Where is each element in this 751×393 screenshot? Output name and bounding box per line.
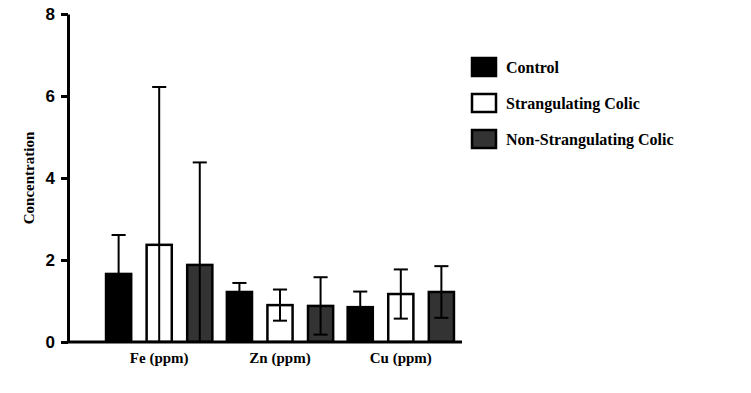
error-line bbox=[400, 269, 402, 318]
y-tick: 8 bbox=[46, 5, 68, 24]
legend-swatch bbox=[472, 130, 496, 148]
legend-label: Control bbox=[506, 59, 560, 76]
x-tick: Cu (ppm) bbox=[370, 342, 432, 367]
error-line bbox=[118, 235, 120, 313]
y-tick-label: 0 bbox=[46, 333, 55, 352]
legend-item: Control bbox=[472, 58, 560, 76]
y-tick-mark bbox=[61, 13, 68, 16]
legend-label: Strangulating Colic bbox=[506, 95, 640, 113]
legend: Control Strangulating Colic Non-Strangulat… bbox=[472, 58, 674, 149]
x-axis-line bbox=[68, 341, 462, 344]
error-line bbox=[158, 87, 160, 342]
error-bar bbox=[112, 235, 126, 313]
error-bar bbox=[273, 290, 287, 321]
error-cap bbox=[394, 318, 408, 320]
y-tick: 6 bbox=[46, 87, 68, 106]
error-cap bbox=[152, 86, 166, 88]
error-cap bbox=[232, 300, 246, 302]
error-line bbox=[199, 162, 201, 342]
x-tick: Zn (ppm) bbox=[249, 342, 310, 367]
y-axis: 0 2 4 6 8 bbox=[46, 5, 69, 352]
y-tick: 2 bbox=[46, 251, 68, 270]
plot-area bbox=[106, 87, 454, 342]
x-tick: Fe (ppm) bbox=[130, 342, 189, 367]
chart: 0 2 4 6 8 Fe (ppm) Zn (ppm) Cu (ppm) Concentrati… bbox=[0, 0, 751, 393]
y-tick-label: 2 bbox=[46, 251, 55, 270]
y-tick-mark bbox=[61, 95, 68, 98]
x-tick-label: Cu (ppm) bbox=[370, 350, 432, 367]
error-cap bbox=[232, 282, 246, 284]
error-bar bbox=[394, 269, 408, 318]
y-tick-label: 6 bbox=[46, 87, 55, 106]
x-axis: Fe (ppm) Zn (ppm) Cu (ppm) bbox=[68, 342, 462, 367]
y-tick-label: 4 bbox=[46, 169, 56, 188]
error-cap bbox=[434, 265, 448, 267]
legend-item: Strangulating Colic bbox=[472, 94, 640, 113]
error-bar bbox=[152, 87, 166, 342]
legend-swatch bbox=[472, 58, 496, 76]
error-line bbox=[279, 290, 281, 321]
error-cap bbox=[394, 268, 408, 270]
y-tick-mark bbox=[61, 259, 68, 262]
error-bar bbox=[353, 292, 367, 323]
x-tick-label: Zn (ppm) bbox=[249, 350, 310, 367]
error-cap bbox=[273, 289, 287, 291]
error-line bbox=[359, 292, 361, 323]
series bbox=[147, 87, 414, 342]
error-line bbox=[320, 277, 322, 334]
legend-label: Non-Strangulating Colic bbox=[506, 131, 674, 149]
error-cap bbox=[434, 317, 448, 319]
y-tick: 4 bbox=[46, 169, 68, 188]
error-cap bbox=[112, 234, 126, 236]
error-bar bbox=[434, 266, 448, 318]
series bbox=[187, 162, 454, 342]
error-cap bbox=[273, 320, 287, 322]
x-tick-label: Fe (ppm) bbox=[130, 350, 189, 367]
y-tick: 0 bbox=[46, 333, 68, 352]
legend-swatch bbox=[472, 94, 496, 112]
legend-item: Non-Strangulating Colic bbox=[472, 130, 674, 149]
y-axis-title: Concentration bbox=[21, 131, 37, 224]
y-tick-mark bbox=[61, 341, 68, 344]
error-cap bbox=[193, 161, 207, 163]
y-tick-mark bbox=[61, 177, 68, 180]
error-cap bbox=[314, 276, 328, 278]
error-bar bbox=[232, 283, 246, 301]
error-bar bbox=[314, 277, 328, 334]
error-line bbox=[440, 266, 442, 318]
error-cap bbox=[112, 312, 126, 314]
series bbox=[106, 235, 373, 342]
error-cap bbox=[353, 322, 367, 324]
error-bar bbox=[193, 162, 207, 342]
error-cap bbox=[314, 334, 328, 336]
error-line bbox=[238, 283, 240, 301]
y-tick-label: 8 bbox=[46, 5, 55, 24]
error-cap bbox=[353, 291, 367, 293]
